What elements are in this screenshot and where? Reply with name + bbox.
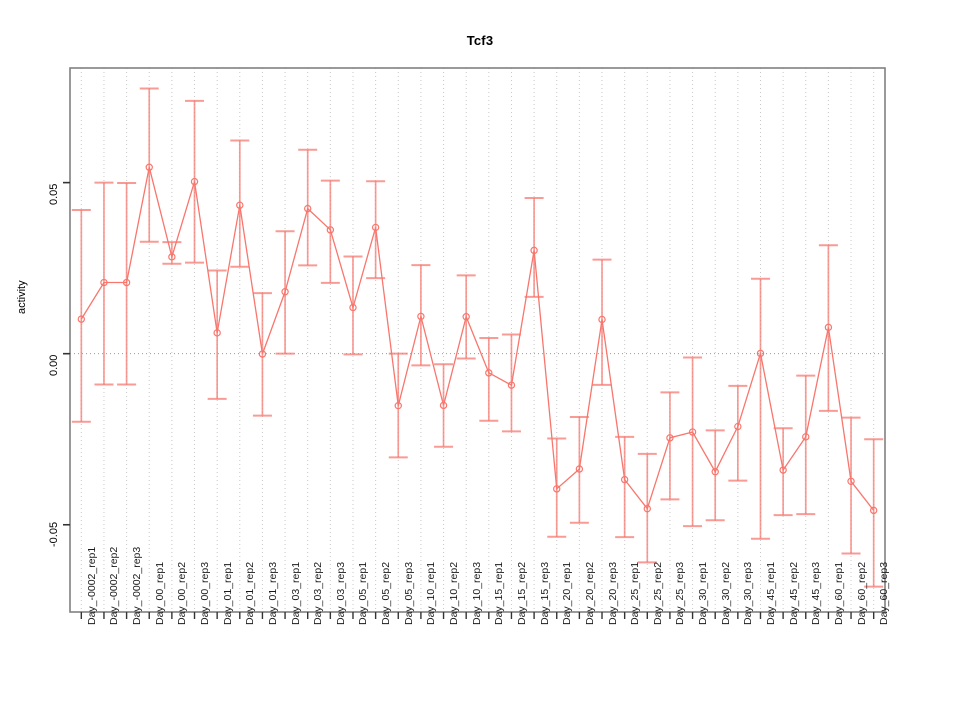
x-tick-label: Day_01_rep1 bbox=[221, 561, 234, 625]
x-tick-label: Day_03_rep2 bbox=[312, 561, 325, 625]
x-tick-label: Day_10_rep1 bbox=[425, 561, 438, 625]
x-tick-label: Day_15_rep1 bbox=[493, 561, 506, 625]
x-tick-label: Day_20_rep1 bbox=[561, 561, 574, 625]
x-tick-label: Day_60_rep1 bbox=[832, 561, 845, 625]
y-tick-label: 0.05 bbox=[48, 183, 60, 205]
x-tick-label: Day_03_rep1 bbox=[289, 561, 302, 625]
x-tick-label: Day_45_rep3 bbox=[810, 561, 823, 625]
x-tick-label: Day_01_rep2 bbox=[244, 561, 257, 625]
y-tick-label: -0.05 bbox=[48, 521, 60, 547]
x-tick-label: Day_60_rep3 bbox=[878, 561, 891, 625]
x-tick-label: Day_45_rep2 bbox=[787, 561, 800, 625]
x-tick-label: Day_-0002_rep1 bbox=[85, 546, 98, 625]
x-tick-label: Day_15_rep2 bbox=[515, 561, 528, 625]
x-tick-label: Day_45_rep1 bbox=[764, 561, 777, 625]
x-tick-label: Day_30_rep1 bbox=[697, 561, 710, 625]
y-tick-marks bbox=[63, 181, 70, 526]
x-tick-label: Day_20_rep2 bbox=[583, 561, 596, 625]
chart-title: Tcf3 bbox=[466, 33, 494, 48]
x-tick-label: Day_30_rep2 bbox=[719, 561, 732, 625]
x-tick-label: Day_25_rep1 bbox=[629, 561, 642, 625]
x-tick-label: Day_10_rep2 bbox=[448, 561, 461, 625]
x-tick-label: Day_05_rep1 bbox=[357, 561, 370, 625]
x-tick-label: Day_00_rep3 bbox=[199, 561, 211, 625]
data-line bbox=[80, 167, 875, 511]
x-tick-label: Day_05_rep2 bbox=[380, 561, 393, 625]
x-tick-label: Day_01_rep3 bbox=[266, 561, 279, 625]
error-bars-group bbox=[71, 87, 884, 588]
x-tick-label: Day_30_rep3 bbox=[742, 561, 755, 625]
x-tick-label: Day_03_rep3 bbox=[334, 561, 347, 625]
x-tick-label: Day_25_rep2 bbox=[651, 561, 664, 625]
x-tick-label: Day_15_rep3 bbox=[538, 561, 551, 625]
plot-frame bbox=[69, 67, 886, 613]
data-point-markers bbox=[77, 163, 878, 515]
y-tick-label: 0.00 bbox=[48, 354, 60, 376]
x-tick-marks bbox=[80, 612, 875, 619]
x-tick-label: Day_00_rep2 bbox=[176, 561, 189, 625]
x-tick-label: Day_00_rep1 bbox=[153, 561, 166, 625]
x-tick-label: Day_-0002_rep2 bbox=[108, 546, 121, 625]
x-tick-label: Day_-0002_rep3 bbox=[131, 546, 144, 625]
gridlines-group bbox=[80, 68, 875, 612]
x-tick-label: Day_25_rep3 bbox=[674, 561, 687, 625]
x-tick-label: Day_05_rep3 bbox=[402, 561, 415, 625]
x-tick-label: Day_60_rep2 bbox=[855, 561, 868, 625]
x-tick-label: Day_20_rep3 bbox=[606, 561, 619, 625]
x-tick-label: Day_10_rep3 bbox=[470, 561, 483, 625]
